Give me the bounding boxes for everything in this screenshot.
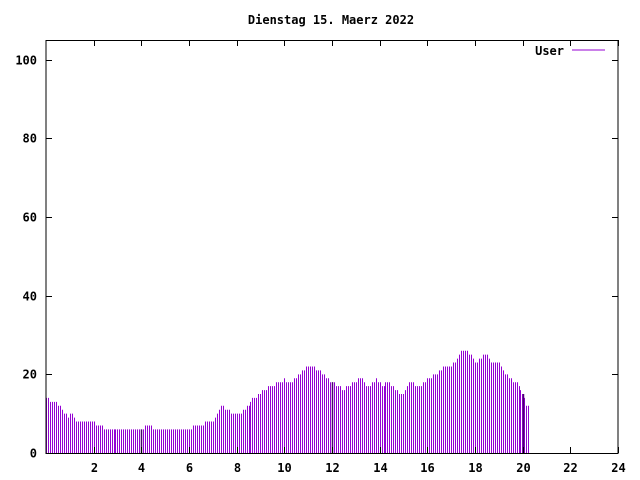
- x-tick-label: 6: [186, 461, 193, 475]
- y-tick-label: 40: [23, 290, 37, 304]
- y-tick-label: 100: [15, 54, 37, 68]
- y-tick-label: 60: [23, 211, 37, 225]
- x-tick-label: 2: [91, 461, 98, 475]
- legend: User: [535, 44, 605, 58]
- y-tick-label: 80: [23, 132, 37, 146]
- x-tick-label: 12: [325, 461, 339, 475]
- x-tick-label: 16: [420, 461, 434, 475]
- x-tick-label: 22: [563, 461, 577, 475]
- x-tick-label: 14: [373, 461, 387, 475]
- x-tick-label: 18: [468, 461, 482, 475]
- chart-title: Dienstag 15. Maerz 2022: [248, 13, 414, 27]
- y-tick-label: 20: [23, 368, 37, 382]
- legend-label-user: User: [535, 44, 564, 58]
- bar-series: [46, 350, 529, 453]
- x-tick-label: 10: [277, 461, 291, 475]
- x-tick-label: 20: [516, 461, 530, 475]
- x-tick-label: 8: [234, 461, 241, 475]
- x-tick-label: 24: [611, 461, 625, 475]
- y-tick-label: 0: [30, 447, 37, 461]
- x-tick-label: 4: [138, 461, 145, 475]
